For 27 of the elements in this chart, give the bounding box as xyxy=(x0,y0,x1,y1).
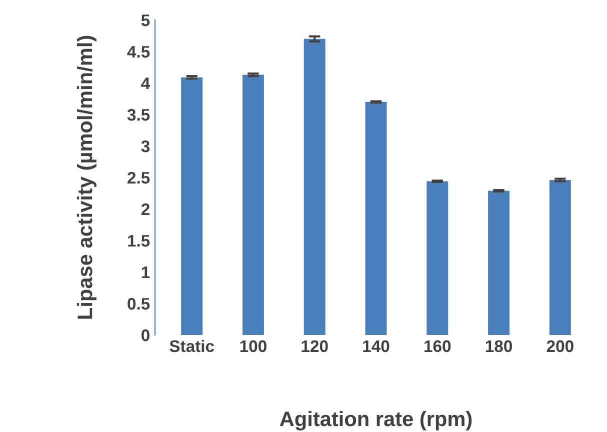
bar xyxy=(181,77,203,335)
x-tick-label: 180 xyxy=(486,340,512,352)
x-tick-label: 160 xyxy=(424,340,451,352)
bar xyxy=(549,180,571,335)
x-tick-label: 120 xyxy=(302,340,328,352)
y-tick-label: 1.5 xyxy=(128,235,150,247)
y-axis-title: Lipase activity (µmol/min/ml) xyxy=(76,36,96,319)
bar xyxy=(365,102,387,335)
y-tick-label: 5 xyxy=(141,14,150,26)
y-tick-label: 4 xyxy=(141,78,150,90)
y-tick-label: 2.5 xyxy=(128,172,150,184)
bar xyxy=(304,38,326,335)
y-tick-label: 0 xyxy=(142,329,150,342)
y-tick-label: 4.5 xyxy=(127,46,150,58)
y-tick-label: 3 xyxy=(141,140,150,152)
x-tick-label: 140 xyxy=(363,340,390,352)
bar xyxy=(488,190,510,335)
bar xyxy=(242,74,264,335)
bar xyxy=(426,181,448,335)
y-tick-label: 3.5 xyxy=(127,108,150,121)
y-tick-label: 1 xyxy=(142,266,150,278)
y-tick-label: 2 xyxy=(141,203,150,216)
x-tick-label: Static xyxy=(170,340,214,352)
x-tick-label: 100 xyxy=(240,340,266,352)
x-tick-label: 200 xyxy=(546,340,574,352)
x-axis-title: Agitation rate (rpm) xyxy=(280,410,472,430)
y-tick-label: 0.5 xyxy=(128,298,150,310)
